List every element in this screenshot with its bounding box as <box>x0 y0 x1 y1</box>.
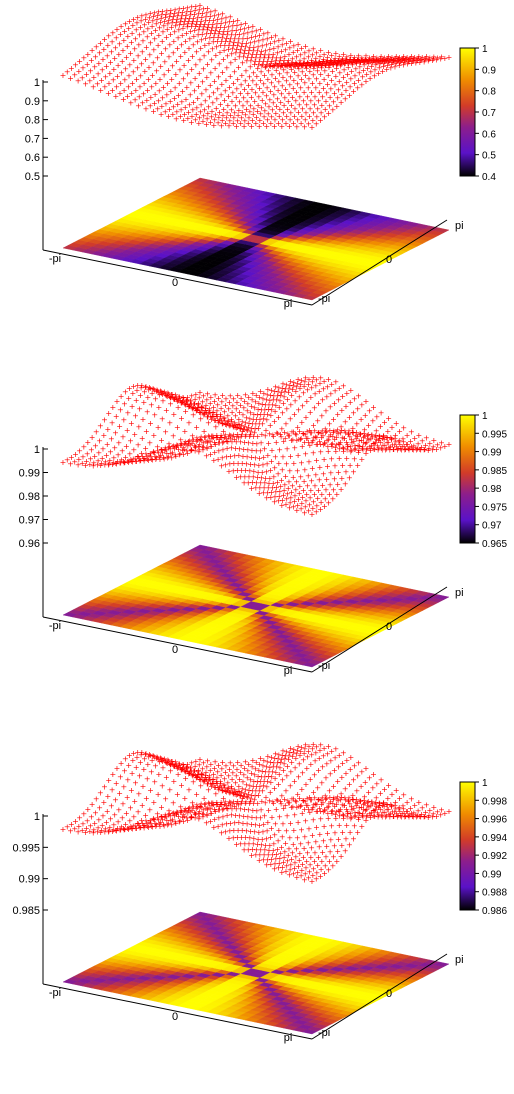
surface-point: + <box>355 391 362 400</box>
surface-point: + <box>385 414 392 423</box>
y-tick-label: pi <box>455 954 464 966</box>
colorbar-tick-label: 0.7 <box>482 108 496 119</box>
surface-point: + <box>378 409 385 418</box>
x-tick-label: -pi <box>49 987 61 999</box>
z-tick-label: 0.6 <box>25 152 40 164</box>
z-tick-label: 0.9 <box>25 96 40 108</box>
y-tick-label: 0 <box>386 988 392 1000</box>
colorbar <box>459 414 476 544</box>
colorbar-tick-label: 0.6 <box>482 129 496 140</box>
colorbar-tick-label: 0.4 <box>482 172 496 183</box>
y-tick-label: 0 <box>386 621 392 633</box>
z-tick-label: 0.96 <box>19 538 40 550</box>
surface-points: ++++++++++++++++++++++++++++++++++++++++… <box>60 740 453 886</box>
surface-point: + <box>162 427 169 436</box>
x-tick-label: 0 <box>172 277 178 289</box>
surface-point: + <box>162 794 169 803</box>
z-tick-label: 0.985 <box>12 905 40 917</box>
y-tick-label: 0 <box>386 254 392 266</box>
surface-point: + <box>174 423 181 432</box>
surface-point: + <box>193 423 200 432</box>
colorbar-tick-label: 0.97 <box>482 521 502 532</box>
surface-point: + <box>170 799 177 808</box>
z-tick-label: 0.99 <box>19 874 40 886</box>
x-tick-label: 0 <box>172 644 178 656</box>
z-tick-label: 0.7 <box>25 133 40 145</box>
z-tick-label: 0.5 <box>25 171 40 183</box>
colorbar <box>459 47 476 177</box>
colorbar-tick-label: 0.9 <box>482 65 496 76</box>
y-tick-label: -pi <box>318 293 330 305</box>
y-tick-label: pi <box>455 587 464 599</box>
surface-point: + <box>174 790 181 799</box>
surface-point: + <box>147 419 154 428</box>
surface-point: + <box>143 794 150 803</box>
surface-points: ++++++++++++++++++++++++++++++++++++++++… <box>60 1 453 132</box>
surface-point: + <box>170 432 177 441</box>
colorbar-tick-label: 0.8 <box>482 87 496 98</box>
surface-point: + <box>155 790 162 799</box>
z-tick-label: 1 <box>34 811 40 823</box>
x-tick-label: pi <box>284 665 293 677</box>
y-tick-label: pi <box>455 220 464 232</box>
colorbar-tick-label: 0.5 <box>482 151 496 162</box>
heatmap-plane <box>62 177 450 301</box>
colorbar-tick-label: 1 <box>482 44 488 55</box>
surface-point: + <box>151 431 158 440</box>
y-tick-label: -pi <box>318 660 330 672</box>
x-tick-label: pi <box>284 1032 293 1044</box>
surface-point: + <box>147 786 154 795</box>
surface-point: + <box>159 414 166 423</box>
surface-point: + <box>166 419 173 428</box>
colorbar-tick-label: 0.975 <box>482 502 507 513</box>
surface-point: + <box>363 397 370 406</box>
z-tick-label: 0.98 <box>19 491 40 503</box>
x-tick-label: 0 <box>172 1011 178 1023</box>
surface-point: + <box>166 786 173 795</box>
surface-point: + <box>193 790 200 799</box>
x-tick-label: -pi <box>49 253 61 265</box>
surface-point: + <box>186 786 193 795</box>
y-tick-label: -pi <box>318 1027 330 1039</box>
colorbar-tick-label: 0.995 <box>482 429 507 440</box>
colorbar-tick-label: 0.985 <box>482 466 507 477</box>
surface-point: + <box>186 419 193 428</box>
surface-point: + <box>159 781 166 790</box>
surface-point: + <box>446 53 453 62</box>
z-tick-label: 0.97 <box>19 515 40 527</box>
colorbar-tick-label: 0.99 <box>482 448 502 459</box>
colorbar-tick-label: 0.965 <box>482 539 507 550</box>
z-tick-label: 0.995 <box>12 842 40 854</box>
surface-point: + <box>182 427 189 436</box>
surface-point: + <box>182 794 189 803</box>
z-tick-label: 0.99 <box>19 468 40 480</box>
surface-points: ++++++++++++++++++++++++++++++++++++++++… <box>60 373 453 519</box>
heatmap-plane <box>62 544 450 668</box>
colorbar-tick-label: 1 <box>482 411 488 422</box>
surface-point: + <box>151 798 158 807</box>
z-tick-label: 0.8 <box>25 115 40 127</box>
heatmap-plane <box>62 911 450 1035</box>
colorbar-tick-label: 0.98 <box>482 484 502 495</box>
surface-point: + <box>370 403 377 412</box>
chart-panel-1: 0.5 0.6 0.7 0.8 0.9 1 -pi 0 pi -pi 0 pi ++++++++++++… <box>25 1 497 310</box>
x-tick-label: -pi <box>49 620 61 632</box>
surface-point: + <box>446 440 453 449</box>
z-tick-label: 1 <box>34 444 40 456</box>
x-tick-label: pi <box>284 298 293 310</box>
surface-point: + <box>155 423 162 432</box>
z-tick-label: 1 <box>34 77 40 89</box>
surface-point: + <box>143 427 150 436</box>
